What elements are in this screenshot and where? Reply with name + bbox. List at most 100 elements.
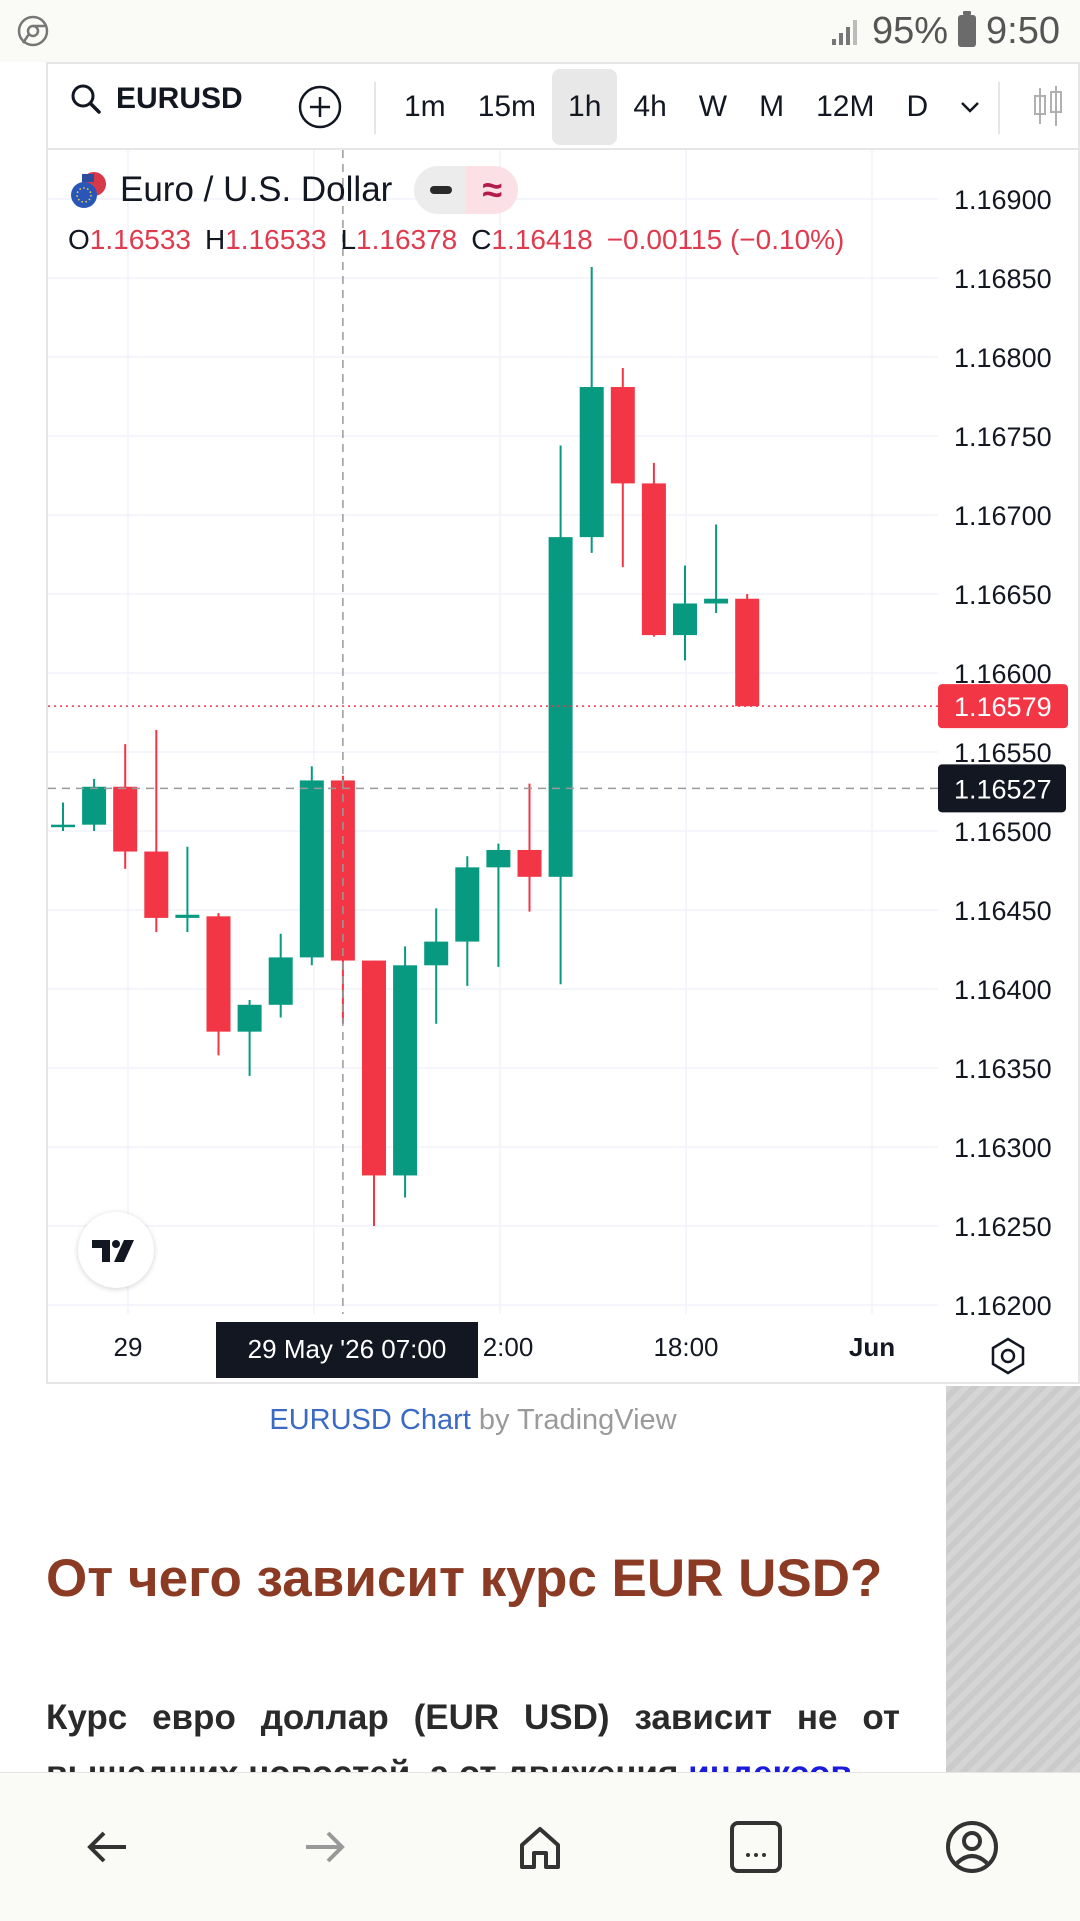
price-tick-label: 1.16450	[954, 896, 1052, 926]
crosshair-price-label: 1.16527	[954, 774, 1052, 804]
low-label: L	[340, 224, 357, 255]
candle-body	[299, 780, 324, 958]
change-value: −0.00115 (−0.10%)	[606, 224, 845, 255]
price-tick-label: 1.16700	[954, 501, 1052, 531]
legend-pill[interactable]: ≈	[414, 166, 519, 214]
candle-body	[206, 916, 231, 1032]
back-arrow-icon[interactable]	[80, 1819, 136, 1875]
crosshair-price-badge	[938, 764, 1066, 813]
interval-4h[interactable]: 4h	[633, 90, 667, 123]
open-label: O	[68, 224, 90, 255]
candlestick-chart[interactable]: 1.16900 1.16850 1.16800 1.16750 1.16700 1.166…	[48, 64, 1080, 1384]
symbol-description: Euro / U.S. Dollar	[120, 170, 393, 209]
time-tick-label: 29	[114, 1332, 143, 1362]
price-tick-label: 1.16300	[954, 1133, 1052, 1163]
compare-add-icon[interactable]	[298, 85, 342, 129]
candle-body	[237, 1004, 262, 1032]
tabs-icon[interactable]	[728, 1819, 784, 1875]
candle-body	[82, 786, 107, 825]
price-tick-label: 1.16850	[954, 264, 1052, 294]
eu-us-flag-icon	[71, 172, 106, 208]
price-tick-label: 1.16400	[954, 975, 1052, 1005]
candle-body	[704, 598, 729, 604]
candle-body	[144, 851, 169, 918]
close-value: 1.16418	[491, 224, 593, 255]
caption-rest: by TradingView	[470, 1404, 677, 1436]
candle-body	[735, 598, 760, 707]
chart-toolbar: EURUSD 1m 15m 1h 4h W M 12M D	[48, 64, 1078, 150]
time-tick-label: Jun	[849, 1332, 895, 1362]
home-icon[interactable]	[512, 1819, 568, 1875]
time-tick-label: 2:00	[483, 1332, 534, 1362]
price-tick-label: 1.16250	[954, 1212, 1052, 1242]
candle-body	[641, 483, 666, 636]
price-tick-label: 1.16550	[954, 738, 1052, 768]
candle-body	[486, 849, 511, 868]
forward-arrow-icon[interactable]	[296, 1819, 352, 1875]
interval-1m[interactable]: 1m	[404, 90, 446, 123]
collapse-icon[interactable]	[414, 166, 467, 214]
candles-type-icon[interactable]	[1028, 84, 1068, 128]
last-price-label: 1.16579	[954, 692, 1052, 722]
price-tick-label: 1.16800	[954, 343, 1052, 373]
article-heading: От чего зависит курс EUR USD?	[46, 1549, 883, 1608]
search-icon	[71, 84, 101, 114]
interval-1h[interactable]: 1h	[552, 69, 618, 145]
candle-body	[51, 824, 75, 828]
battery-icon	[958, 11, 977, 47]
high-value: 1.16533	[225, 224, 327, 255]
candle-body	[362, 960, 386, 1176]
price-tick-label: 1.16200	[954, 1291, 1052, 1321]
account-icon[interactable]	[944, 1819, 1000, 1875]
symbol-name: EURUSD	[116, 82, 243, 115]
candle-body	[610, 387, 635, 484]
settings-gear-icon[interactable]	[991, 1337, 1025, 1375]
clock: 9:50	[986, 9, 1060, 52]
price-tick-label: 1.16650	[954, 580, 1052, 610]
toolbar-divider	[374, 82, 376, 134]
candle-body	[268, 957, 293, 1005]
toolbar-divider	[998, 82, 1000, 134]
high-label: H	[205, 224, 226, 255]
candle-body	[175, 914, 200, 918]
candle-body	[393, 965, 418, 1176]
tradingview-widget: EURUSD 1m 15m 1h 4h W M 12M D	[46, 62, 1080, 1384]
price-tick-label: 1.16600	[954, 659, 1052, 689]
tradingview-logo[interactable]	[78, 1212, 154, 1288]
article-link[interactable]: индексов	[688, 1754, 852, 1772]
interval-12m[interactable]: 12M	[816, 90, 875, 123]
crosshair-time-label: 29 May '26 07:00	[248, 1334, 447, 1364]
candle-body	[424, 941, 449, 966]
candle-body	[548, 537, 573, 877]
caption-link[interactable]: EURUSD Chart	[269, 1404, 471, 1436]
price-tick-label: 1.16750	[954, 422, 1052, 452]
low-value: 1.16378	[356, 224, 458, 255]
price-tick-label: 1.16500	[954, 817, 1052, 847]
signal-icon	[831, 20, 857, 45]
close-label: C	[471, 224, 492, 255]
article-paragraph-line2: вышедших новостей, а от движения индексо…	[46, 1746, 900, 1772]
chevron-down-icon[interactable]	[944, 87, 996, 127]
symbol-search[interactable]: EURUSD	[70, 82, 243, 116]
candle-body	[517, 849, 542, 877]
interval-tabs: 1m 15m 1h 4h W M 12M D	[388, 68, 996, 146]
chrome-sync-icon	[17, 15, 49, 47]
price-tick-label: 1.16350	[954, 1054, 1052, 1084]
wave-icon[interactable]: ≈	[466, 166, 519, 214]
open-value: 1.16533	[89, 224, 191, 255]
interval-m[interactable]: M	[759, 90, 785, 123]
candle-body	[673, 603, 697, 636]
status-right: 95% 9:50	[830, 8, 1060, 54]
chart-legend: Euro / U.S. Dollar ≈ O1.16533 H1.16533 L…	[68, 164, 844, 256]
interval-15m[interactable]: 15m	[477, 90, 537, 123]
browser-bottom-nav	[0, 1772, 1080, 1921]
interval-w[interactable]: W	[698, 90, 728, 123]
candle-body	[579, 387, 604, 538]
last-price-badge	[938, 684, 1068, 729]
battery-percent: 95%	[871, 9, 949, 52]
article-paragraph-line1: Курс евро доллар (EUR USD) зависит не от	[46, 1698, 900, 1737]
interval-d[interactable]: D	[906, 90, 929, 123]
crosshair-time-badge	[216, 1322, 478, 1378]
time-tick-label: 18:00	[653, 1332, 718, 1362]
chart-caption: EURUSD Chart by TradingView	[0, 1404, 946, 1437]
